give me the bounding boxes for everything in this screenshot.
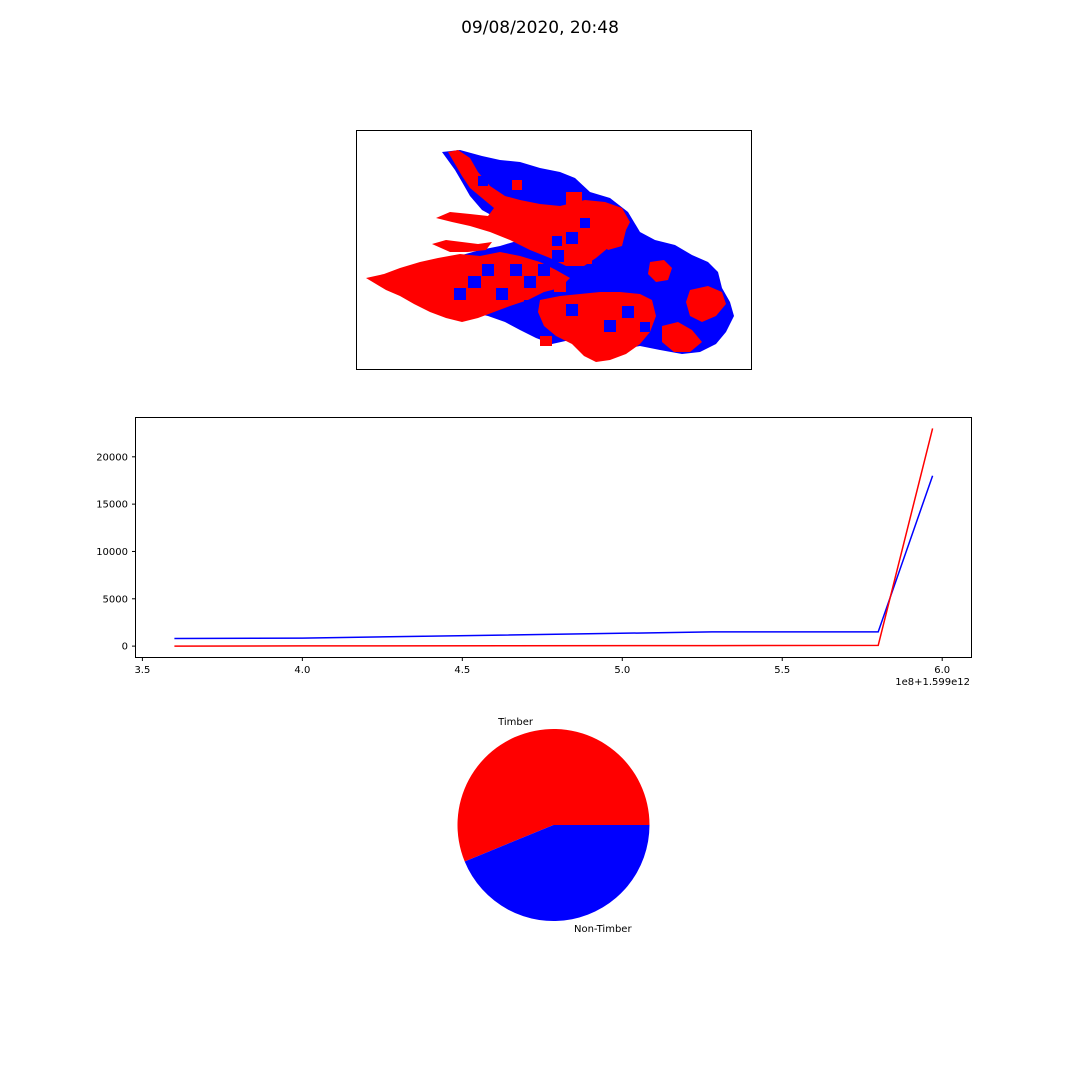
- pie-slice-timber: [457, 729, 650, 862]
- y-axis-ticks: 0 5000 10000 15000 20000: [96, 452, 136, 653]
- pie-label-timber: Timber: [497, 717, 534, 728]
- x-axis-ticks: 3.5 4.0 4.5 5.0 5.5 6.0: [134, 657, 950, 676]
- line-series-blue: [174, 475, 934, 640]
- y-tick-label: 5000: [103, 594, 128, 605]
- map-panel: [356, 130, 752, 370]
- line-chart-frame: [135, 417, 972, 658]
- fire-perimeter-map: [366, 150, 734, 362]
- pie-chart: Timber Non-Timber: [457, 717, 650, 935]
- pie-label-non-timber: Non-Timber: [574, 924, 632, 935]
- figure-title: 09/08/2020, 20:48: [461, 18, 619, 38]
- x-axis-offset-label: 1e8+1.599e12: [895, 677, 970, 688]
- line-series-group: [174, 428, 934, 647]
- x-tick-label: 5.5: [774, 665, 790, 676]
- y-tick-label: 10000: [96, 547, 128, 558]
- x-tick-label: 6.0: [934, 665, 950, 676]
- non-timber-parcels: [454, 172, 650, 332]
- line-chart: 3.5 4.0 4.5 5.0 5.5 6.0 05000100001500020000 …: [96, 417, 972, 688]
- x-tick-label: 5.0: [614, 665, 630, 676]
- y-tick-label: 15000: [96, 500, 128, 511]
- line-series-red: [174, 428, 934, 647]
- x-tick-label: 4.5: [454, 665, 470, 676]
- pie-slice-non-timber: [464, 825, 650, 922]
- timber-parcels: [512, 180, 614, 346]
- pie-slices: [457, 729, 650, 922]
- y-tick-label: 0: [122, 642, 128, 653]
- y-tick-label: 20000: [96, 452, 128, 463]
- x-tick-label: 4.0: [294, 665, 310, 676]
- x-tick-label: 3.5: [134, 665, 150, 676]
